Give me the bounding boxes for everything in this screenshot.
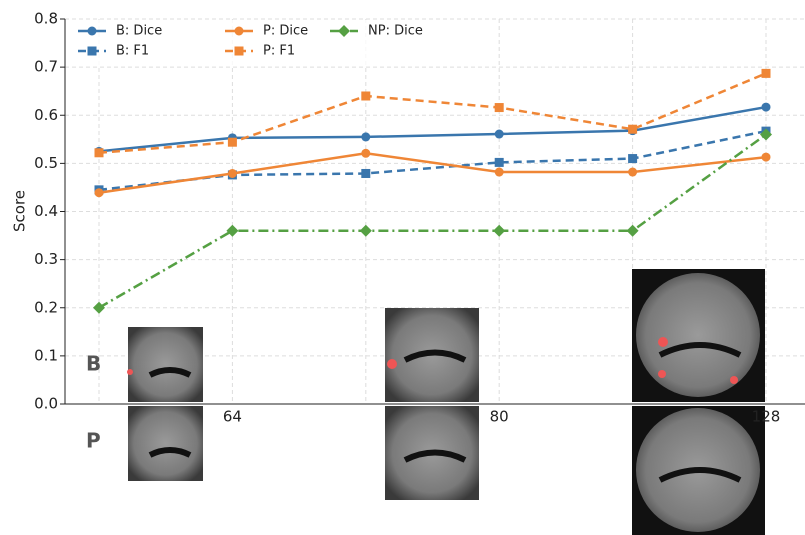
data-point [493,224,506,237]
row-label: B [86,352,101,376]
lesion [658,370,666,378]
data-point [761,102,771,112]
data-point [359,224,372,237]
x-tick-label: 64 [223,408,242,426]
row-label: P [86,429,101,453]
data-point [628,167,638,177]
data-point [227,168,237,178]
legend-marker [234,26,244,36]
series-line [98,129,767,192]
y-tick-label: 0.8 [34,10,58,28]
data-point [494,167,504,177]
legend-label: B: F1 [116,44,149,59]
legend-label: B: Dice [116,24,162,39]
data-point [494,129,504,139]
data-point [494,157,504,167]
data-point [361,148,371,158]
data-point [361,91,371,101]
legend-label: P: F1 [263,44,295,59]
lesion [658,337,668,347]
y-tick-label: 0.7 [34,58,58,76]
series-line [98,152,767,194]
mri-detail [148,342,742,483]
data-point [761,68,771,78]
lesion [387,359,397,369]
data-point [761,152,771,162]
mri-image [128,327,203,402]
y-tick-label: 0.4 [34,202,58,220]
legend-marker [234,46,244,56]
data-point [93,301,105,314]
data-point [94,188,104,198]
legend-label: NP: Dice [368,24,423,39]
mri-image [636,273,760,397]
legend-label: P: Dice [263,24,308,39]
y-tick-label: 0.1 [34,346,58,364]
lesion [730,376,738,384]
x-tick-label: 80 [490,408,509,426]
inset-images [127,269,765,535]
x-tick-label: 128 [752,408,781,426]
legend-box [70,20,440,65]
series-line [98,105,767,153]
data-point [628,154,638,164]
series-line [98,133,767,309]
y-tick-label: 0.3 [34,250,58,268]
y-tick-label: 0.5 [34,154,58,172]
lesion [127,369,133,375]
y-tick-label: 0.2 [34,298,58,316]
data-point [628,124,638,134]
data-point [494,103,504,113]
y-axis-label: Score [11,190,29,232]
legend-marker [87,26,97,36]
legend-marker [338,25,350,37]
y-tick-label: 0.6 [34,106,58,124]
data-point [227,137,237,147]
y-tick-label: 0.0 [34,395,58,413]
data-point [94,148,104,158]
data-point [226,224,239,237]
series-line [98,72,767,155]
data-point [361,132,371,142]
data-point [760,128,772,141]
data-point [361,168,371,178]
mri-image [128,406,203,481]
data-point [626,224,639,237]
legend-marker [87,46,97,56]
